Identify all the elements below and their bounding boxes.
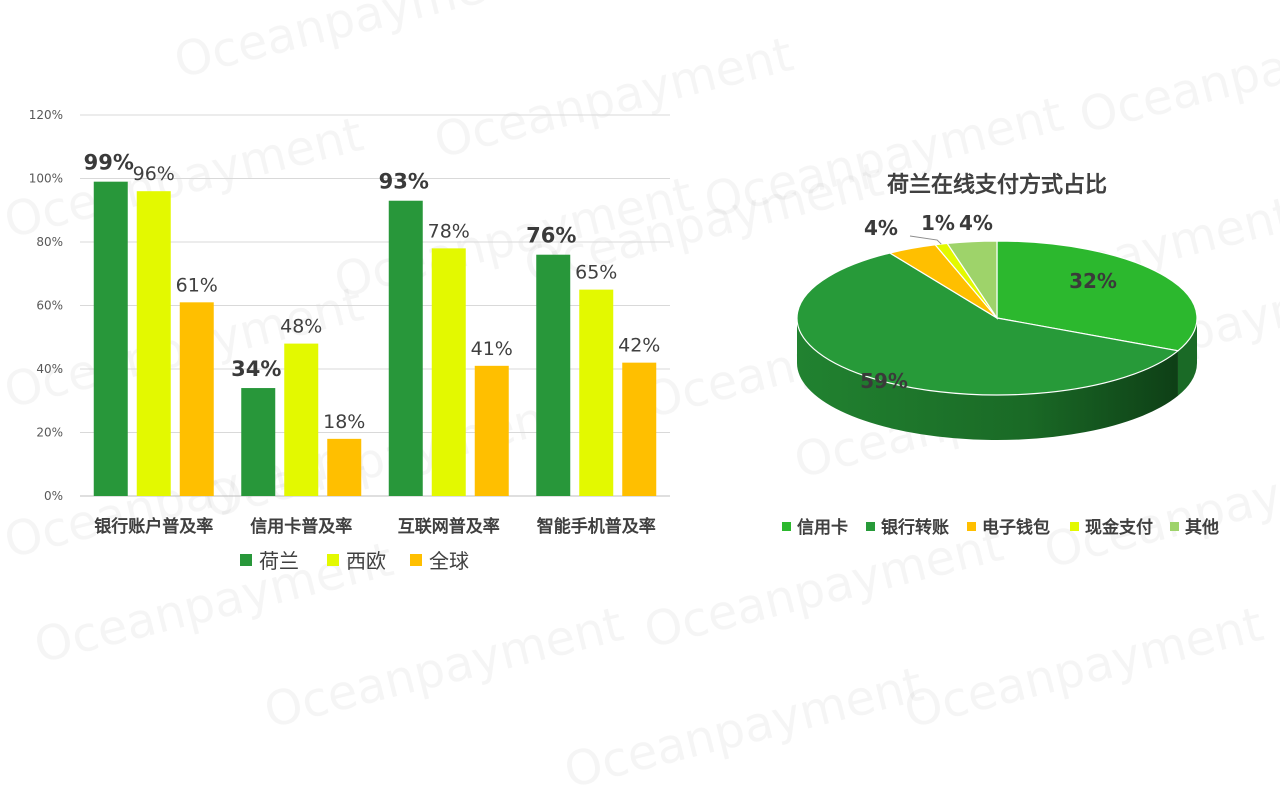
y-tick-label: 120%: [29, 108, 63, 122]
bar: [241, 388, 276, 496]
data-label: 18%: [323, 411, 365, 433]
bar: [284, 343, 319, 496]
bar: [93, 181, 128, 497]
data-label: 34%: [231, 357, 281, 381]
y-tick-label: 100%: [29, 172, 63, 186]
legend-swatch: [967, 522, 976, 531]
pie-title: 荷兰在线支付方式占比: [887, 172, 1107, 198]
pie-slice: [796, 252, 1180, 396]
data-label: 42%: [618, 335, 660, 357]
bar: [622, 362, 657, 496]
bar: [431, 248, 466, 496]
bar: [136, 191, 171, 496]
legend-swatch: [410, 554, 422, 566]
bar-chart: 0% 20% 40% 60% 80% 100% 120% 99%96% 61% 银行账户普及率 34…: [29, 108, 670, 573]
pie-data-label: 4%: [864, 216, 898, 240]
data-label: 99%: [84, 151, 134, 175]
pie-slice: [946, 240, 998, 320]
bar: [179, 302, 214, 496]
pie-data-label: 32%: [1069, 269, 1117, 293]
legend-swatch: [327, 554, 339, 566]
leader-line: [909, 235, 942, 245]
legend-swatch: [1170, 522, 1179, 531]
legend-label: 荷兰: [259, 549, 299, 573]
data-label: 41%: [471, 338, 513, 360]
legend-label: 信用卡: [797, 517, 848, 538]
data-label: 65%: [575, 262, 617, 284]
y-tick-label: 20%: [36, 426, 63, 440]
data-label: 48%: [280, 316, 322, 338]
x-category-label: 智能手机普及率: [537, 516, 656, 537]
pie-data-label: 1%: [921, 211, 955, 235]
legend-swatch: [866, 522, 875, 531]
legend-label: 现金支付: [1085, 517, 1153, 538]
pie-data-label: 59%: [860, 369, 908, 393]
legend-swatch: [1070, 522, 1079, 531]
y-tick-label: 60%: [36, 299, 63, 313]
pie-data-label: 4%: [959, 211, 993, 235]
data-label: 76%: [526, 224, 576, 248]
data-label: 61%: [176, 274, 218, 296]
data-label: 78%: [428, 220, 470, 242]
data-label: 93%: [379, 170, 429, 194]
x-category-label: 信用卡普及率: [250, 516, 352, 537]
legend-swatch: [240, 554, 252, 566]
pie-slice-side: [797, 318, 1178, 441]
x-category-label: 互联网普及率: [398, 516, 500, 537]
pie-slice-side: [1177, 318, 1197, 396]
y-tick-label: 0%: [44, 489, 63, 503]
legend-label: 银行转账: [881, 517, 949, 538]
bar: [474, 365, 509, 496]
data-label: 96%: [133, 163, 175, 185]
chart-canvas: 0% 20% 40% 60% 80% 100% 120% 99%96% 61% 银行账户普及率 34…: [29, 108, 1219, 573]
bar: [536, 254, 571, 496]
pie-slice: [996, 240, 1198, 352]
legend-label: 其他: [1185, 517, 1219, 538]
bar: [579, 289, 614, 496]
x-category-label: 银行账户普及率: [94, 516, 213, 537]
legend-label: 电子钱包: [982, 517, 1050, 538]
bar: [327, 438, 362, 496]
legend-swatch: [782, 522, 791, 531]
y-tick-label: 80%: [36, 235, 63, 249]
legend-label: 西欧: [346, 549, 386, 573]
y-tick-label: 40%: [36, 362, 63, 376]
legend-label: 全球: [429, 549, 469, 573]
bar: [388, 200, 423, 496]
